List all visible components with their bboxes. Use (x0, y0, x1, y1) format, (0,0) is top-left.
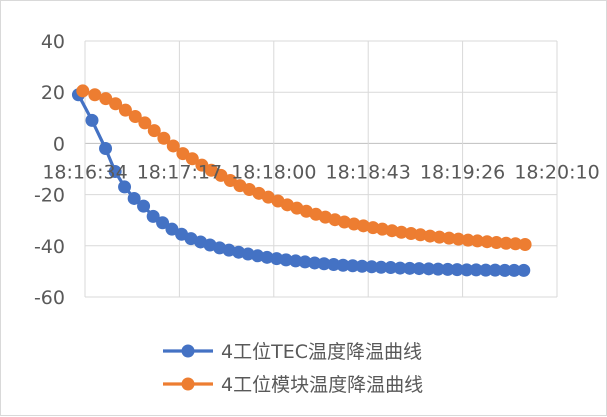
data-point (157, 131, 171, 145)
data-point (108, 165, 122, 179)
y-tick-label: 20 (41, 82, 65, 104)
data-point (118, 103, 132, 117)
y-tick-label: 40 (41, 31, 65, 53)
data-point (185, 152, 199, 166)
data-point (127, 191, 141, 205)
data-point (146, 209, 160, 223)
x-tick-label: 18:17:17 (137, 161, 222, 183)
data-point (85, 113, 99, 127)
y-tick-label: -60 (34, 287, 65, 309)
x-tick-label: 18:18:00 (231, 161, 316, 183)
y-tick-label: -20 (34, 185, 65, 207)
y-tick-label: 0 (53, 133, 65, 155)
y-tick-label: -40 (34, 236, 65, 258)
data-point (137, 199, 151, 213)
data-point (156, 216, 170, 230)
x-tick-label: 18:19:26 (420, 161, 505, 183)
legend-marker (181, 377, 195, 391)
x-tick-label: 18:16:34 (42, 161, 127, 183)
data-point (138, 116, 152, 130)
data-point (147, 124, 161, 138)
x-tick-label: 18:18:43 (326, 161, 411, 183)
data-point (99, 142, 113, 156)
data-point (128, 110, 142, 124)
legend-label: 4工位TEC温度降温曲线 (221, 341, 422, 363)
data-point (518, 238, 532, 252)
series-group (71, 88, 531, 277)
legend-marker (181, 344, 195, 358)
data-point (109, 97, 123, 111)
data-point (88, 88, 102, 102)
data-point (517, 263, 531, 277)
series-group (76, 84, 532, 252)
x-tick-label: 18:20:10 (514, 161, 599, 183)
data-point (118, 180, 132, 194)
data-point (166, 139, 180, 153)
data-point (76, 84, 90, 98)
legend-label: 4工位模块温度降温曲线 (221, 374, 423, 396)
